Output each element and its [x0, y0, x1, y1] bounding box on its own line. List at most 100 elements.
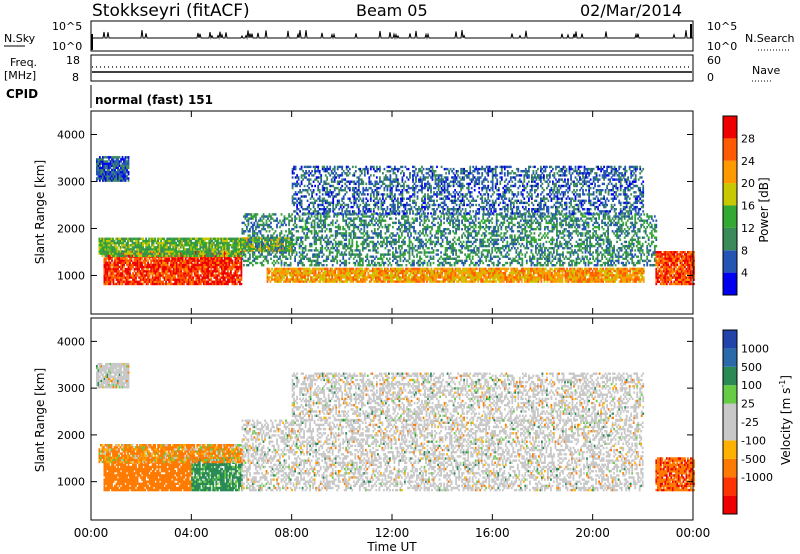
heatmap-cell — [209, 237, 212, 240]
heatmap-cell — [169, 282, 172, 286]
heatmap-cell — [486, 276, 489, 279]
heatmap-cell — [187, 241, 190, 245]
heatmap-cell — [390, 274, 392, 277]
heatmap-cell — [393, 280, 395, 283]
heatmap-cell — [252, 225, 254, 229]
heatmap-cell — [380, 257, 382, 260]
heatmap-cell — [300, 240, 302, 244]
heatmap-cell — [451, 267, 454, 271]
heatmap-cell — [594, 271, 597, 275]
heatmap-cell — [268, 276, 270, 279]
heatmap-cell — [179, 239, 182, 243]
heatmap-cell — [621, 271, 624, 275]
heatmap-cell — [145, 244, 147, 247]
heatmap-cell — [156, 272, 158, 275]
heatmap-cell — [514, 267, 517, 271]
heatmap-cell — [247, 221, 250, 225]
heatmap-cell — [606, 271, 609, 275]
heatmap-cell — [318, 255, 321, 258]
heatmap-cell — [133, 241, 135, 245]
heatmap-cell — [232, 239, 235, 243]
heatmap-cell — [415, 276, 418, 279]
heatmap-cell — [514, 278, 517, 281]
heatmap-cell — [231, 254, 233, 257]
heatmap-cell — [400, 278, 403, 281]
heatmap-cell — [575, 269, 577, 273]
heatmap-cell — [170, 248, 173, 251]
heatmap-cell — [203, 239, 206, 243]
heatmap-cell — [420, 271, 422, 275]
heatmap-cell — [194, 254, 197, 257]
heatmap-cell — [160, 280, 163, 283]
heatmap-cell — [307, 230, 310, 233]
heatmap-cell — [157, 265, 160, 269]
heatmap-cell — [135, 274, 137, 277]
heatmap-cell — [224, 239, 227, 243]
heatmap-cell — [360, 213, 363, 216]
heatmap-cell — [291, 234, 293, 237]
heatmap-cell — [236, 272, 238, 275]
heatmap-cell — [276, 249, 278, 252]
heatmap-cell — [144, 270, 146, 273]
heatmap-cell — [581, 267, 583, 271]
heatmap-cell — [367, 242, 370, 246]
heatmap-cell — [175, 259, 178, 262]
heatmap-cell — [345, 213, 348, 216]
heatmap-cell — [325, 257, 328, 260]
heatmap-cell — [352, 261, 355, 265]
heatmap-cell — [396, 274, 398, 277]
heatmap-cell — [326, 274, 329, 277]
heatmap-cell — [247, 257, 250, 260]
heatmap-cell — [249, 217, 251, 220]
heatmap-cell — [241, 237, 244, 240]
heatmap-cell — [511, 280, 514, 283]
heatmap-cell — [267, 245, 269, 248]
heatmap-cell — [345, 223, 348, 227]
heatmap-cell — [205, 257, 208, 260]
heatmap-cell — [139, 270, 142, 273]
heatmap-cell — [228, 267, 231, 271]
heatmap-cell — [308, 267, 311, 271]
heatmap-cell — [569, 269, 571, 273]
heatmap-cell — [172, 261, 175, 264]
heatmap-cell — [361, 242, 364, 246]
heatmap-cell — [319, 221, 322, 225]
heatmap-cell — [109, 241, 111, 245]
heatmap-cell — [227, 280, 229, 283]
heatmap-cell — [235, 246, 238, 249]
heatmap-cell — [161, 241, 164, 245]
heatmap-cell — [109, 278, 112, 281]
heatmap-cell — [199, 250, 202, 253]
heatmap-cell — [608, 278, 610, 281]
heatmap-cell — [214, 270, 217, 273]
heatmap-cell — [304, 236, 307, 239]
heatmap-cell — [133, 263, 136, 267]
heatmap-cell — [292, 238, 295, 241]
heatmap-cell — [105, 274, 107, 277]
heatmap-cell — [361, 276, 364, 279]
heatmap-cell — [329, 271, 332, 275]
heatmap-cell — [594, 274, 597, 277]
heatmap-cell — [199, 267, 202, 271]
heatmap-cell — [510, 274, 513, 277]
heatmap-cell — [234, 244, 236, 247]
heatmap-cell — [366, 223, 369, 227]
heatmap-cell — [487, 267, 490, 271]
heatmap-cell — [270, 239, 272, 242]
heatmap-cell — [336, 259, 339, 263]
heatmap-cell — [207, 278, 210, 281]
heatmap-cell — [496, 269, 499, 273]
heatmap-cell — [343, 228, 346, 231]
heatmap-cell — [255, 261, 257, 265]
heatmap-cell — [557, 267, 559, 271]
heatmap-cell — [588, 276, 591, 279]
heatmap-cell — [104, 237, 107, 240]
heatmap-cell — [104, 239, 107, 243]
heatmap-cell — [360, 259, 363, 263]
heatmap-cell — [183, 278, 186, 281]
heatmap-cell — [150, 272, 152, 275]
heatmap-cell — [288, 230, 290, 233]
heatmap-cell — [385, 269, 388, 273]
heatmap-cell — [129, 255, 131, 258]
heatmap-cell — [439, 269, 442, 273]
